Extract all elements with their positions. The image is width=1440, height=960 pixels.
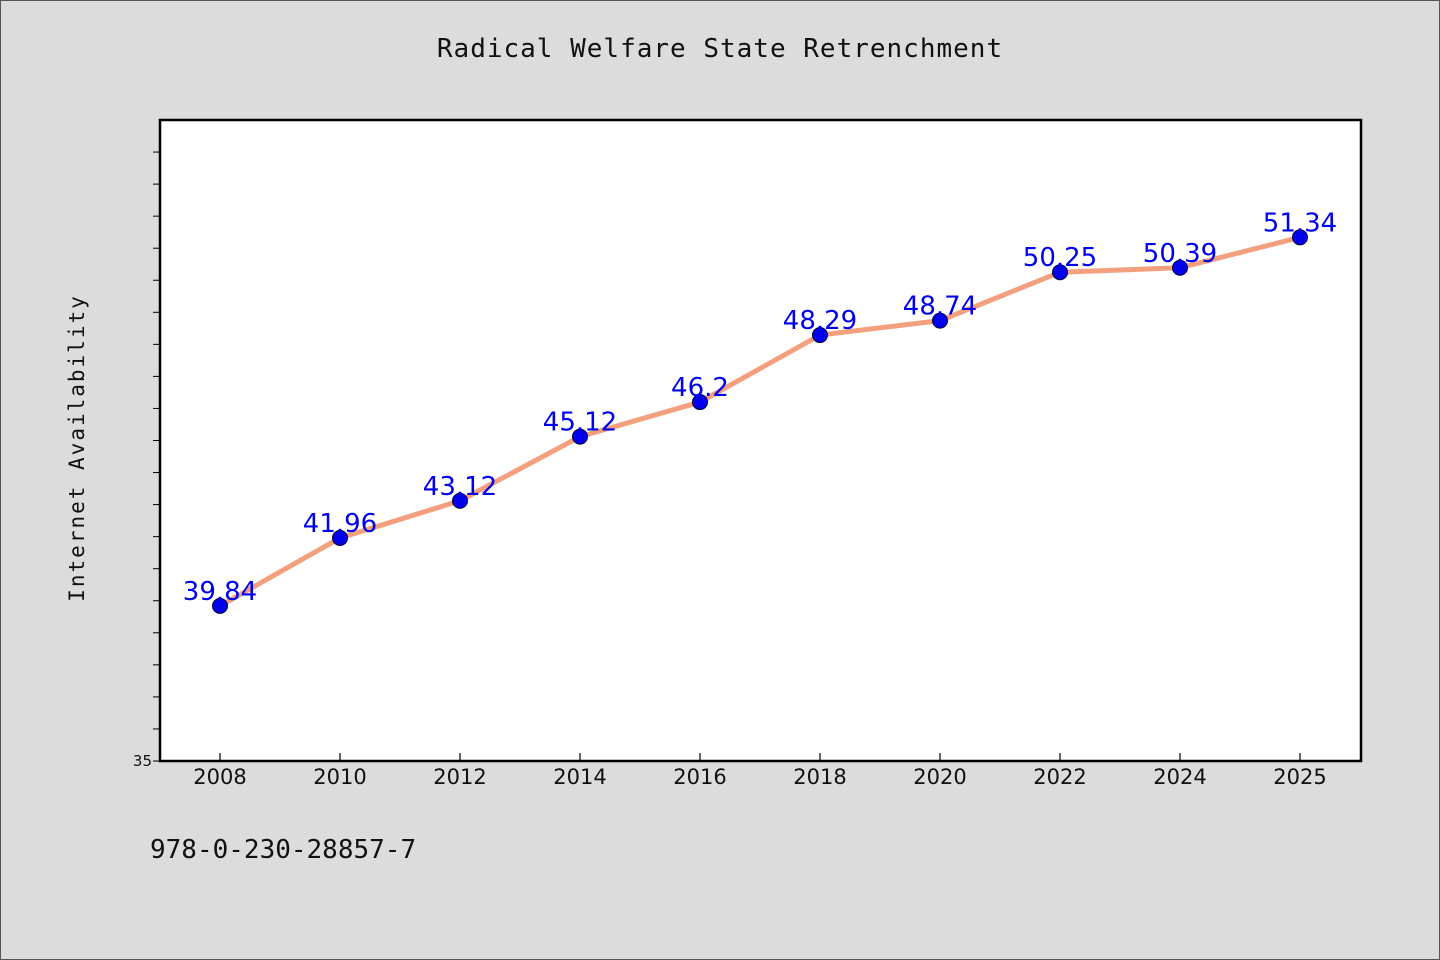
x-tick-label: 2020 [913,765,966,789]
data-label: 50.25 [1023,243,1097,273]
plot-area [158,118,1363,763]
x-tick-label: 2022 [1033,765,1086,789]
data-point [1292,229,1308,246]
x-tick-label: 2010 [313,765,366,789]
x-tick-label: 2014 [553,765,606,789]
data-point [1172,259,1188,276]
data-point [452,492,468,509]
data-label: 39.84 [183,577,257,607]
data-point [332,529,348,546]
footnote-isbn: 978-0-230-28857-7 [150,835,417,865]
data-label: 50.39 [1143,239,1217,269]
data-point [812,327,828,344]
x-tick-label: 2024 [1153,765,1206,789]
data-point [692,394,708,411]
x-tick-label: 2025 [1273,765,1326,789]
data-label: 45.12 [543,408,617,438]
data-point [212,597,228,614]
x-tick-label: 2012 [433,765,486,789]
data-label: 48.29 [783,306,857,336]
y-tick-label: 35 [133,752,152,770]
data-label: 46.2 [671,373,729,403]
data-point [572,428,588,445]
x-tick-label: 2018 [793,765,846,789]
data-label: 51.34 [1263,208,1337,238]
data-point [932,312,948,329]
x-tick-label: 2016 [673,765,726,789]
data-label: 41.96 [303,509,377,539]
x-tick-label: 2008 [193,765,246,789]
chart-title: Radical Welfare State Retrenchment [436,34,1004,64]
data-point [1052,264,1068,281]
data-label: 48.74 [903,292,977,322]
data-label: 43.12 [423,472,497,502]
series-line [217,234,1303,609]
